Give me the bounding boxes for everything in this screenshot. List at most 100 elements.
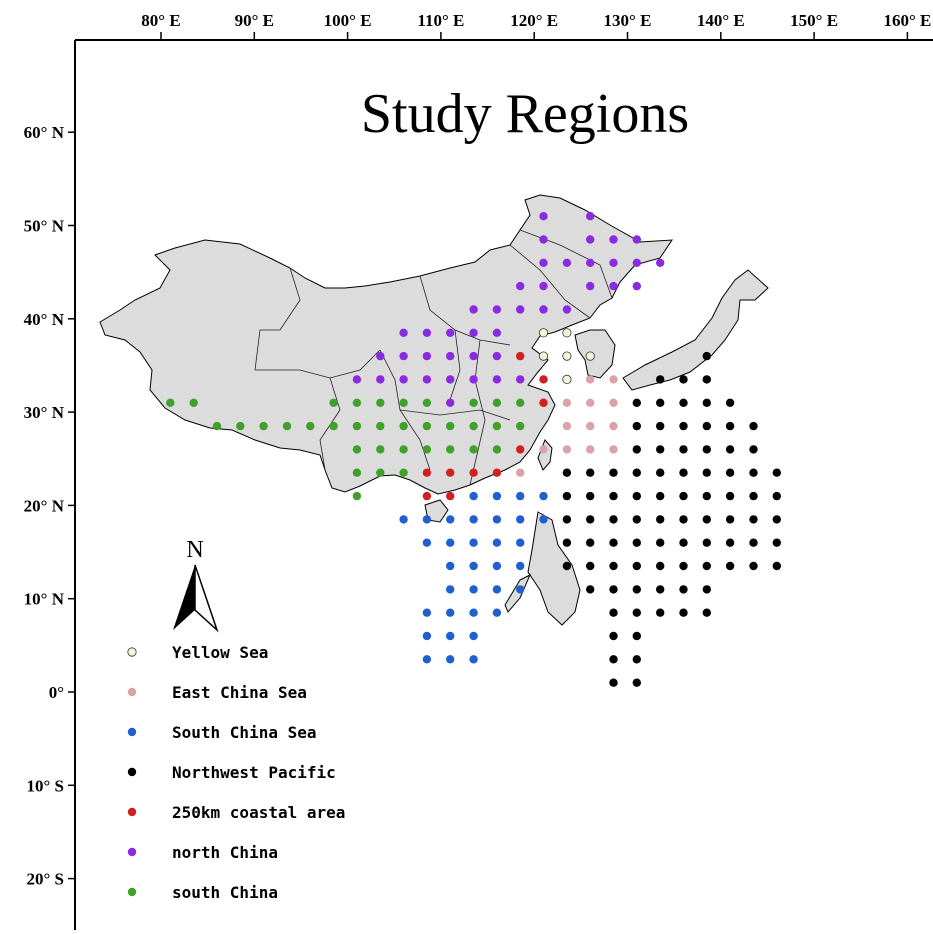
y-tick-label: 20° S xyxy=(26,870,64,889)
grid-point-scs xyxy=(422,655,432,664)
grid-point-nwp xyxy=(749,561,758,571)
grid-point-nwp xyxy=(656,608,665,617)
grid-point-ecs xyxy=(562,445,572,454)
y-tick-label: 30° N xyxy=(24,403,65,422)
grid-point-north xyxy=(492,328,502,337)
grid-point-south xyxy=(422,445,432,454)
x-tick-label: 90° E xyxy=(235,11,274,30)
grid-point-south xyxy=(492,398,502,407)
grid-point-nwp xyxy=(725,538,735,547)
grid-point-nwp xyxy=(702,491,711,501)
grid-point-nwp xyxy=(632,538,641,547)
grid-point-scs xyxy=(492,491,502,501)
legend-label-north: north China xyxy=(172,843,278,862)
grid-point-nwp xyxy=(749,468,758,477)
grid-point-ecs xyxy=(609,375,618,384)
grid-point-north xyxy=(516,305,525,314)
japan-islands xyxy=(622,269,769,391)
grid-point-south xyxy=(376,445,385,454)
grid-point-nwp xyxy=(656,421,665,431)
grid-point-south xyxy=(329,398,338,407)
grid-point-north xyxy=(492,305,502,314)
grid-point-yellow xyxy=(562,374,572,384)
grid-point-nwp xyxy=(632,421,641,431)
grid-point-north xyxy=(516,375,525,384)
grid-point-yellow xyxy=(538,351,549,361)
grid-point-nwp xyxy=(562,538,572,547)
grid-point-nwp xyxy=(632,631,641,641)
grid-point-ecs xyxy=(562,398,572,407)
grid-point-nwp xyxy=(586,538,595,547)
grid-point-nwp xyxy=(679,491,688,501)
legend-marker-south xyxy=(127,887,137,897)
legend-marker-north xyxy=(127,847,137,857)
grid-point-scs xyxy=(469,631,478,641)
grid-point-nwp xyxy=(609,491,618,501)
grid-point-scs xyxy=(516,515,525,524)
grid-point-nwp xyxy=(609,561,618,571)
grid-point-nwp xyxy=(609,468,618,477)
grid-point-nwp xyxy=(679,608,688,617)
grid-point-scs xyxy=(539,491,548,501)
grid-point-scs xyxy=(446,655,455,664)
grid-point-north xyxy=(469,305,478,314)
grid-point-scs xyxy=(446,515,455,524)
grid-point-ecs xyxy=(516,468,525,477)
north-arrow-icon xyxy=(173,565,195,630)
grid-point-north xyxy=(422,351,432,361)
grid-point-nwp xyxy=(609,538,618,547)
grid-point-nwp xyxy=(656,398,665,407)
grid-point-scs xyxy=(399,515,408,524)
grid-point-nwp xyxy=(586,561,595,571)
grid-point-nwp xyxy=(562,561,572,571)
grid-point-nwp xyxy=(609,631,618,641)
grid-point-nwp xyxy=(749,445,758,454)
grid-point-nwp xyxy=(772,515,781,524)
grid-point-north xyxy=(446,351,455,361)
grid-point-scs xyxy=(469,491,478,501)
grid-point-south xyxy=(306,421,315,431)
grid-point-scs xyxy=(469,608,478,617)
grid-points-layer xyxy=(166,212,781,687)
grid-point-south xyxy=(329,421,338,431)
grid-point-nwp xyxy=(656,375,665,384)
grid-point-ecs xyxy=(586,398,595,407)
grid-point-scs xyxy=(422,631,432,641)
grid-point-nwp xyxy=(772,538,781,547)
grid-point-scs xyxy=(422,608,432,617)
grid-point-south xyxy=(352,491,362,501)
y-tick-label: 10° S xyxy=(26,776,64,795)
grid-point-north xyxy=(562,258,572,267)
grid-point-nwp xyxy=(679,468,688,477)
grid-point-scs xyxy=(469,585,478,594)
grid-point-south xyxy=(282,421,292,431)
grid-point-ecs xyxy=(586,445,595,454)
grid-point-scs xyxy=(516,561,525,571)
grid-point-nwp xyxy=(702,375,711,384)
grid-point-coastal xyxy=(492,468,502,477)
grid-point-north xyxy=(632,281,641,291)
grid-point-nwp xyxy=(749,421,758,431)
grid-point-scs xyxy=(446,631,455,641)
x-tick-label: 160° E xyxy=(883,11,931,30)
grid-point-coastal xyxy=(422,468,432,477)
y-tick-label: 20° N xyxy=(24,496,65,515)
grid-point-scs xyxy=(446,585,455,594)
grid-point-nwp xyxy=(702,398,711,407)
grid-point-nwp xyxy=(656,468,665,477)
grid-point-nwp xyxy=(586,468,595,477)
grid-point-north xyxy=(376,375,385,384)
y-tick-label: 40° N xyxy=(24,310,65,329)
x-axis: 80° E 90° E 100° E 110° E 120° E 130° E 140° E… xyxy=(141,11,931,40)
grid-point-scs xyxy=(492,561,502,571)
grid-point-south xyxy=(516,421,525,431)
grid-point-nwp xyxy=(632,445,641,454)
grid-point-scs xyxy=(492,515,502,524)
grid-point-nwp xyxy=(632,468,641,477)
grid-point-nwp xyxy=(749,538,758,547)
grid-point-south xyxy=(189,398,198,407)
grid-point-coastal xyxy=(469,468,478,477)
grid-point-south xyxy=(376,468,385,477)
grid-point-north xyxy=(539,212,548,221)
